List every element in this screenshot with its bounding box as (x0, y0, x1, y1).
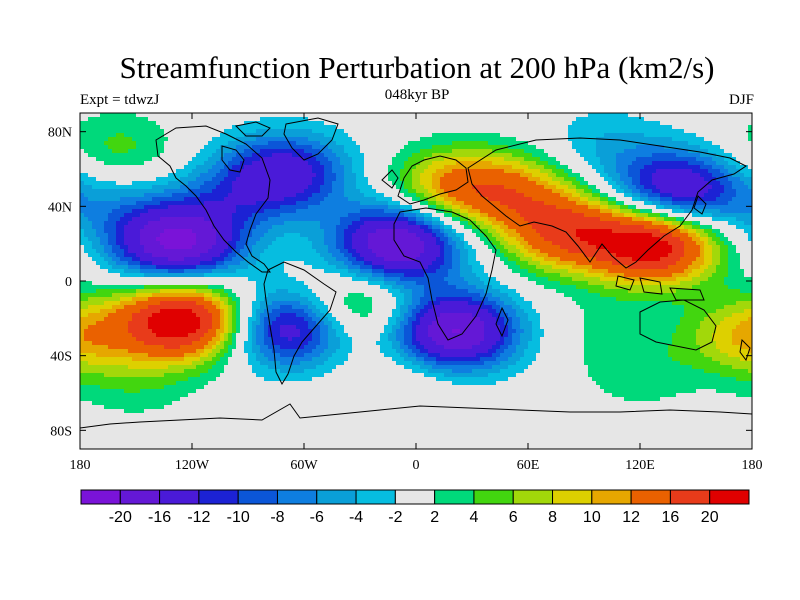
colorbar-swatch (119, 489, 161, 505)
colorbar-swatch (316, 489, 357, 505)
season-label: DJF (728, 92, 754, 108)
chart-title: Streamfunction Perturbation at 200 hPa (… (119, 50, 715, 85)
colorbar-swatch (630, 489, 671, 505)
colorbar-level-label: 2 (430, 509, 439, 526)
colorbar-swatch (434, 489, 475, 505)
colorbar-level-label: -8 (270, 509, 284, 526)
colorbar-swatch (552, 489, 593, 505)
x-tick-label: 180 (70, 458, 91, 473)
map-axes: 180 120W 60W 0 60E 120E 180 80N 40N 0 40S 80S (48, 113, 763, 473)
colorbar-swatch (237, 489, 278, 505)
y-tick-label: 80S (50, 424, 72, 439)
colorbar-swatch (198, 489, 239, 505)
colorbar-swatch (709, 489, 750, 505)
y-tick-label: 80N (48, 126, 72, 141)
coastlines (80, 117, 752, 429)
colorbar-level-label: -2 (388, 509, 402, 526)
colorbar-swatch (276, 489, 318, 505)
colorbar-level-label: -10 (227, 509, 250, 526)
colorbar-swatch (473, 489, 514, 505)
colorbar-swatch (355, 489, 396, 505)
colorbar-level-label: 6 (509, 509, 518, 526)
y-tick-label: 40S (50, 350, 72, 365)
colorbar-level-label: 20 (701, 509, 719, 526)
colorbar-swatch (512, 489, 554, 505)
x-tick-label: 120E (625, 458, 655, 473)
colorbar-level-label: -12 (187, 509, 210, 526)
colorbar-level-label: -16 (148, 509, 171, 526)
y-tick-label: 40N (48, 200, 72, 215)
colorbar-swatch (591, 489, 632, 505)
x-tick-label: 60E (517, 458, 540, 473)
colorbar-swatch (159, 489, 200, 505)
colorbar-level-label: -20 (109, 509, 132, 526)
colorbar-level-label: 4 (469, 509, 478, 526)
colorbar-level-label: 10 (583, 509, 601, 526)
time-period-label: 048kyr BP (384, 87, 450, 103)
colorbar-level-label: 12 (622, 509, 640, 526)
colorbar-swatch (80, 489, 121, 505)
colorbar-level-label: -6 (310, 509, 324, 526)
x-tick-label: 60W (290, 458, 318, 473)
y-tick-label: 0 (65, 275, 72, 290)
colorbar-level-label: 16 (662, 509, 680, 526)
colorbar-level-label: 8 (548, 509, 557, 526)
experiment-label: Expt = tdwzJ (80, 92, 160, 108)
contour-field (80, 113, 752, 413)
x-tick-label: 0 (413, 458, 420, 473)
colorbar-swatch (669, 489, 711, 505)
colorbar-swatch (394, 489, 436, 505)
x-tick-label: 120W (175, 458, 210, 473)
colorbar-level-label: -4 (349, 509, 363, 526)
x-tick-label: 180 (742, 458, 763, 473)
